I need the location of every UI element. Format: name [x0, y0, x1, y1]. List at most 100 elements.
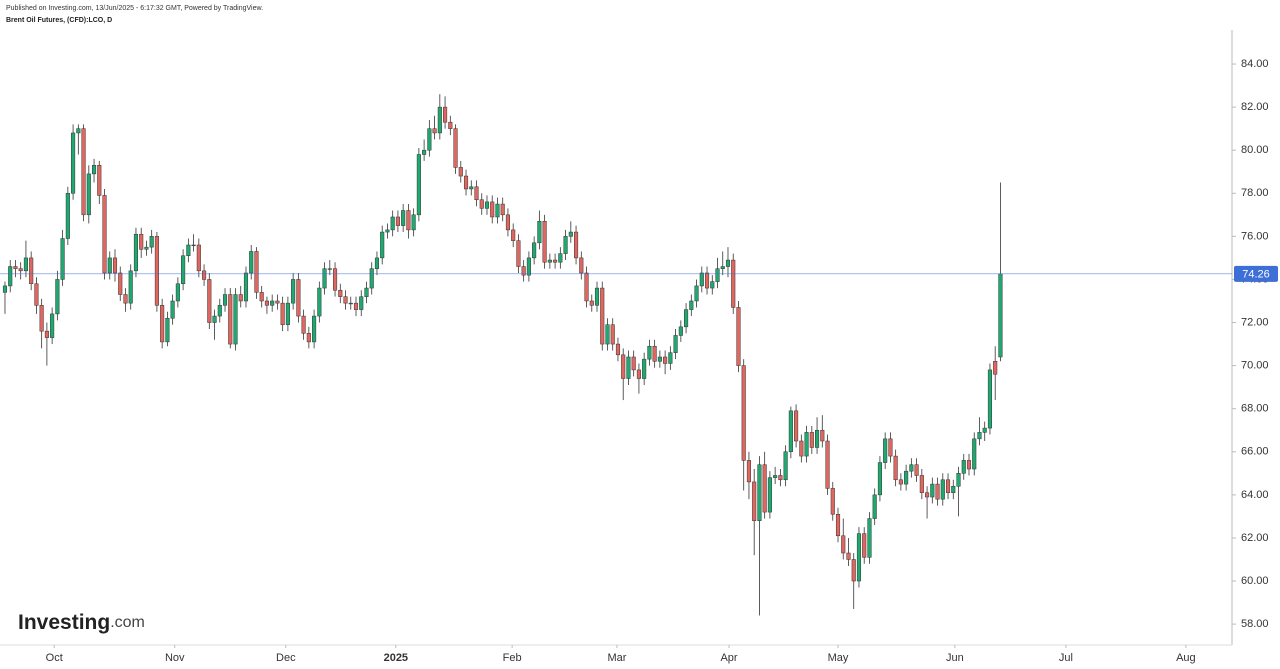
candle-body [553, 259, 558, 263]
candle-body [930, 483, 935, 498]
candle-body [872, 494, 877, 519]
candle-body [401, 210, 406, 226]
candle-body [830, 488, 835, 515]
candle-body [710, 281, 715, 289]
candle-body [296, 279, 301, 317]
candle-body [657, 356, 662, 362]
candle-body [919, 475, 924, 493]
candle-body [621, 354, 626, 379]
candle-body [490, 201, 495, 218]
x-tick-label: Jun [946, 652, 964, 664]
candle-body [390, 216, 395, 231]
candle-body [736, 307, 741, 366]
candle-body [348, 302, 353, 305]
candle-body [123, 294, 128, 304]
candle-body [170, 300, 175, 319]
candle-body [862, 533, 867, 558]
candle-body [563, 236, 568, 254]
candle-body [574, 231, 579, 259]
candle-body [610, 324, 615, 345]
candle-body [778, 475, 783, 481]
candle-body [547, 259, 552, 263]
candle-body [558, 253, 563, 263]
candle-body [23, 257, 28, 272]
candle-body [972, 438, 977, 470]
x-tick-label: Nov [165, 652, 185, 664]
candle-body [291, 279, 296, 304]
candle-body [332, 268, 338, 291]
candle-body [264, 300, 269, 306]
candle-body [275, 300, 280, 304]
candle-body [411, 214, 416, 231]
candle-body [762, 464, 767, 513]
candle-body [579, 257, 584, 274]
candle-body [443, 106, 448, 123]
candle-body [312, 315, 317, 343]
candle-body [600, 287, 605, 345]
candle-body [898, 479, 903, 485]
candle-body [500, 203, 505, 216]
candle-body [993, 361, 998, 375]
candle-body [521, 266, 526, 276]
candle-body [427, 128, 432, 151]
candle-body [186, 244, 191, 257]
candle-body [160, 305, 165, 343]
candle-body [364, 287, 369, 297]
candle-body [380, 231, 385, 259]
candle-body [909, 464, 914, 472]
candle-body [385, 229, 390, 233]
candle-body [112, 257, 118, 274]
candle-body [731, 259, 736, 308]
candle-body [270, 300, 275, 306]
candle-body [532, 242, 537, 259]
candle-body [788, 410, 793, 453]
candle-body [767, 477, 772, 513]
candle-body [50, 313, 55, 338]
candle-body [825, 440, 830, 489]
candle-body [175, 283, 180, 302]
x-tick-label: May [828, 652, 849, 664]
y-tick-label: 62.00 [1241, 532, 1269, 544]
candle-body [689, 300, 694, 310]
candle-body [2, 285, 8, 293]
candle-body [799, 440, 804, 457]
candle-body [846, 552, 851, 560]
candle-body [338, 289, 343, 297]
candle-body [511, 229, 516, 241]
candle-body [961, 460, 966, 474]
candle-body [29, 257, 34, 285]
x-tick-label: Aug [1176, 652, 1196, 664]
candle-body [479, 199, 484, 209]
candle-body [904, 470, 909, 485]
candle-body [998, 273, 1003, 358]
candle-body [453, 128, 458, 168]
candle-body [746, 460, 751, 483]
candle-body [228, 294, 233, 345]
candle-body [458, 167, 463, 177]
candle-body [725, 259, 731, 267]
candle-body [280, 302, 285, 325]
candle-body [149, 236, 154, 248]
candle-body [626, 356, 631, 379]
candle-body [191, 244, 196, 247]
candle-body [165, 317, 170, 343]
x-tick-label: 2025 [384, 652, 408, 664]
candle-body [888, 438, 893, 457]
last-price-box [1234, 265, 1278, 282]
candle-body [144, 246, 149, 250]
candle-body [91, 165, 97, 175]
candle-body [699, 272, 704, 287]
candle-body [102, 195, 107, 274]
y-tick-label: 58.00 [1241, 618, 1269, 630]
candle-body [741, 365, 746, 461]
candle-body [663, 356, 668, 364]
candle-body [322, 268, 327, 289]
candle-body [594, 287, 600, 306]
candle-body [841, 535, 846, 554]
candle-body [207, 279, 212, 323]
candle-body [212, 315, 217, 323]
candle-body [254, 251, 259, 293]
x-tick-label: Oct [46, 652, 63, 664]
candle-body [935, 483, 940, 500]
candle-body [820, 429, 825, 442]
